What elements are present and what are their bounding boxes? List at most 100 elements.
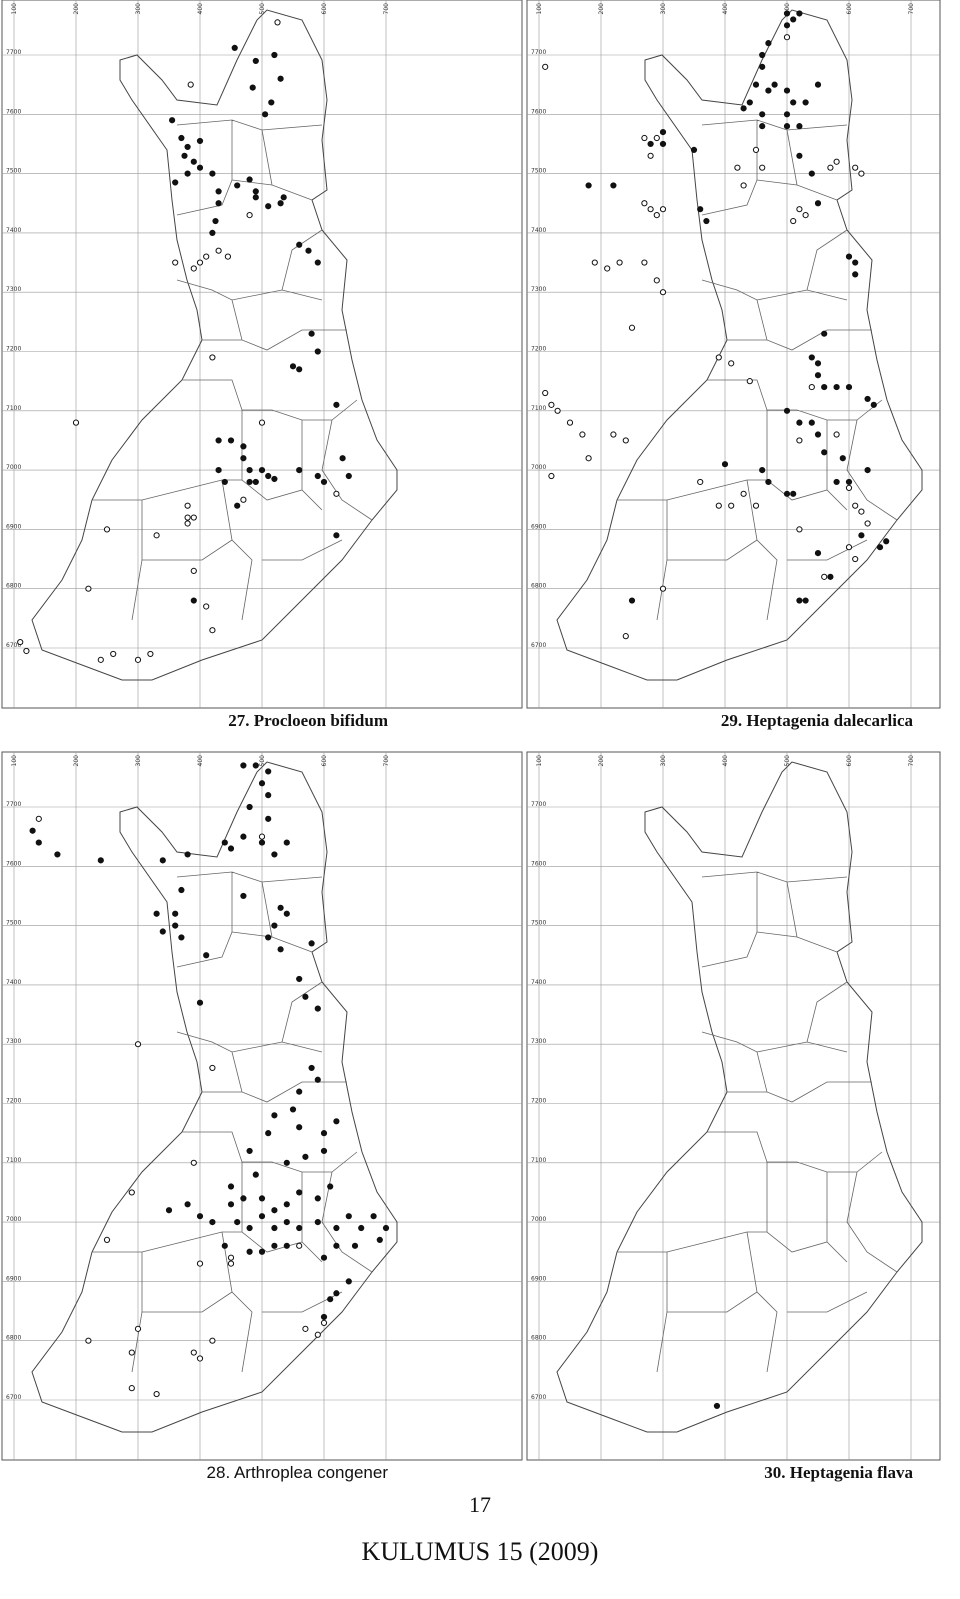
y-tick-label: 6800 xyxy=(531,583,546,590)
x-tick-label: 300 xyxy=(660,755,667,767)
y-tick-label: 7000 xyxy=(6,1216,21,1223)
record-point xyxy=(839,455,846,462)
record-point xyxy=(265,768,272,775)
record-point xyxy=(790,217,797,225)
record-point xyxy=(647,206,654,213)
record-point xyxy=(203,253,210,260)
x-tick-label: 700 xyxy=(383,3,390,15)
y-tick-label: 7100 xyxy=(531,405,546,412)
record-point xyxy=(181,152,188,159)
record-point xyxy=(320,1313,328,1321)
record-point xyxy=(641,200,648,207)
map-panel: 100 200 300 400 500 600 700 7700 7600 7500 7400 730… xyxy=(1,751,523,1461)
record-point xyxy=(845,383,853,391)
y-tick-label: 7300 xyxy=(6,1038,21,1045)
record-point xyxy=(252,194,259,201)
record-point xyxy=(728,502,735,509)
record-point xyxy=(320,1130,328,1137)
finland-outline xyxy=(556,761,923,1433)
record-point xyxy=(203,952,210,959)
y-tick-label: 7400 xyxy=(531,227,546,234)
record-point xyxy=(196,999,204,1006)
record-point xyxy=(85,1337,92,1344)
record-point xyxy=(271,1207,278,1214)
record-point xyxy=(814,372,822,379)
y-tick-label: 7700 xyxy=(531,801,546,808)
record-point xyxy=(265,1130,272,1137)
record-point xyxy=(296,975,303,983)
record-point xyxy=(153,910,160,917)
record-point xyxy=(610,431,617,438)
record-point xyxy=(814,550,822,557)
record-point xyxy=(265,815,272,822)
record-point xyxy=(734,164,741,171)
record-point xyxy=(852,271,859,278)
record-point xyxy=(827,164,834,171)
record-point xyxy=(258,467,266,474)
y-tick-label: 6800 xyxy=(6,1335,21,1342)
record-point xyxy=(653,212,660,219)
record-point xyxy=(302,1153,309,1160)
record-point xyxy=(585,455,592,462)
record-point xyxy=(783,407,791,414)
panels: 100 200 300 400 500 600 700 7700 7600 7500 7400 730… xyxy=(1,0,941,1461)
x-tick-label: 600 xyxy=(321,755,328,767)
record-point xyxy=(184,514,191,521)
y-tick-label: 7400 xyxy=(6,979,21,986)
record-point xyxy=(833,478,840,486)
record-point xyxy=(231,44,238,51)
record-point xyxy=(790,99,797,106)
record-point xyxy=(765,87,772,94)
y-tick-label: 7200 xyxy=(6,346,21,353)
record-point xyxy=(327,1296,334,1303)
record-point xyxy=(240,455,247,462)
record-point xyxy=(333,1242,340,1249)
record-point xyxy=(647,140,654,148)
record-point xyxy=(54,851,61,858)
record-point xyxy=(246,803,253,811)
record-point xyxy=(172,179,179,186)
record-point xyxy=(382,1224,390,1232)
record-point xyxy=(333,1290,340,1297)
record-point xyxy=(209,170,216,177)
record-point xyxy=(305,247,312,254)
record-point xyxy=(376,1236,383,1243)
record-point xyxy=(814,360,822,367)
x-tick-label: 100 xyxy=(11,755,18,767)
x-tick-label: 500 xyxy=(784,755,791,767)
record-point xyxy=(172,922,179,929)
record-point xyxy=(258,833,266,840)
y-tick-label: 6700 xyxy=(531,642,546,649)
footer: KULUMUS 15 (2009) xyxy=(362,1537,599,1566)
record-point xyxy=(224,253,231,260)
map-caption: 27. Procloeon bifidum xyxy=(228,711,388,730)
record-point xyxy=(227,845,235,852)
x-tick-label: 300 xyxy=(135,3,142,15)
x-tick-label: 500 xyxy=(259,3,266,15)
record-point xyxy=(604,265,611,272)
y-tick-label: 6900 xyxy=(6,523,21,530)
record-point xyxy=(314,472,321,480)
record-point xyxy=(814,431,822,438)
record-point xyxy=(190,514,197,521)
record-point xyxy=(296,241,303,248)
y-tick-label: 6700 xyxy=(6,1394,21,1401)
record-point xyxy=(771,81,778,88)
record-point xyxy=(103,526,111,533)
record-point xyxy=(240,762,247,769)
y-tick-label: 7600 xyxy=(6,108,21,115)
record-point xyxy=(240,443,247,450)
map-caption: 28. Arthroplea congener xyxy=(207,1463,389,1482)
x-tick-label: 200 xyxy=(598,755,605,767)
record-point xyxy=(333,490,340,497)
record-point xyxy=(184,502,191,509)
record-point xyxy=(659,289,667,296)
y-tick-label: 7500 xyxy=(6,168,21,175)
record-point xyxy=(227,1260,235,1267)
record-point xyxy=(351,1242,359,1249)
record-point xyxy=(128,1189,135,1196)
record-point xyxy=(653,277,660,284)
record-point xyxy=(314,1331,321,1338)
record-point xyxy=(796,152,803,159)
y-tick-label: 7400 xyxy=(531,979,546,986)
